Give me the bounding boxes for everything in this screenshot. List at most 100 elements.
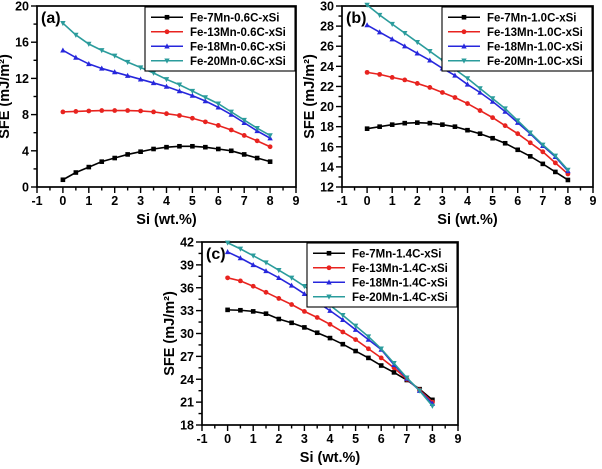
triangle-down-marker-icon xyxy=(163,77,170,83)
legend-label: Fe-13Mn-1.4C-xSi xyxy=(352,263,448,275)
y-tick-label: 24 xyxy=(180,373,194,387)
square-marker-icon xyxy=(565,177,571,183)
y-tick-label: 8 xyxy=(22,108,29,122)
legend-label: Fe-13Mn-1.0C-xSi xyxy=(487,27,583,39)
triangle-down-marker-icon xyxy=(150,70,157,76)
triangle-up-marker-icon xyxy=(452,72,458,78)
triangle-up-marker-icon xyxy=(215,104,221,110)
triangle-down-marker-icon xyxy=(340,313,346,319)
x-tick-label: 8 xyxy=(429,432,436,446)
triangle-down-marker-icon xyxy=(99,48,105,54)
circle-marker-icon xyxy=(515,131,521,137)
x-tick-label: -1 xyxy=(196,432,207,446)
circle-marker-icon xyxy=(73,109,79,114)
y-tick-label: 12 xyxy=(15,72,29,86)
circle-marker-icon xyxy=(353,337,358,342)
triangle-down-marker-icon xyxy=(86,41,92,47)
legend-label: Fe-20Mn-0.6C-xSi xyxy=(190,56,286,68)
y-tick-label: 0 xyxy=(22,181,29,195)
legend-triangle-down-icon xyxy=(461,58,467,64)
square-marker-icon xyxy=(112,155,117,161)
x-tick-label: 5 xyxy=(352,432,359,446)
triangle-down-marker-icon xyxy=(241,117,247,123)
square-marker-icon xyxy=(228,148,234,154)
triangle-up-marker-icon xyxy=(60,47,66,53)
circle-marker-icon xyxy=(151,109,156,115)
square-marker-icon xyxy=(340,341,346,347)
triangle-down-marker-icon xyxy=(112,53,118,59)
x-axis-label: Si (wt.%) xyxy=(437,212,498,228)
square-marker-icon xyxy=(314,330,320,336)
x-tick-label: 8 xyxy=(564,194,571,208)
circle-marker-icon xyxy=(202,119,208,125)
triangle-down-marker-icon xyxy=(224,240,231,246)
triangle-down-marker-icon xyxy=(250,253,256,259)
circle-marker-icon xyxy=(440,90,445,95)
y-tick-label: 18 xyxy=(180,419,194,433)
y-axis-label: SFE (mJ/m²) xyxy=(162,291,178,376)
circle-marker-icon xyxy=(112,108,118,113)
square-marker-icon xyxy=(553,169,558,175)
y-tick-label: 42 xyxy=(180,236,194,250)
triangle-down-marker-icon xyxy=(429,403,436,409)
triangle-up-marker-icon xyxy=(389,36,395,42)
circle-marker-icon xyxy=(289,302,294,307)
square-marker-icon xyxy=(527,154,533,159)
series-markers-Fe-7Mn-0.6C-xSi xyxy=(60,143,273,183)
legend-label: Fe-18Mn-1.0C-xSi xyxy=(487,41,583,53)
triangle-down-marker-icon xyxy=(267,133,273,139)
circle-marker-icon xyxy=(190,115,195,121)
circle-marker-icon xyxy=(427,85,433,90)
triangle-down-marker-icon xyxy=(189,88,196,94)
circle-marker-icon xyxy=(402,77,408,83)
circle-marker-icon xyxy=(241,133,247,138)
triangle-down-marker-icon xyxy=(365,334,372,340)
square-marker-icon xyxy=(427,120,433,126)
triangle-up-marker-icon xyxy=(376,29,383,35)
square-marker-icon xyxy=(267,159,273,164)
circle-marker-icon xyxy=(389,74,395,80)
triangle-up-marker-icon xyxy=(414,50,420,56)
triangle-down-marker-icon xyxy=(276,268,282,274)
circle-marker-icon xyxy=(540,149,546,155)
triangle-down-marker-icon xyxy=(540,142,546,148)
triangle-down-marker-icon xyxy=(378,346,384,352)
circle-marker-icon xyxy=(364,69,370,75)
triangle-down-marker-icon xyxy=(391,361,397,367)
square-marker-icon xyxy=(254,155,260,161)
square-marker-icon xyxy=(366,355,371,361)
triangle-down-marker-icon xyxy=(477,86,483,92)
triangle-down-marker-icon xyxy=(73,32,79,38)
circle-marker-icon xyxy=(477,108,483,113)
legend-label: Fe-7Mn-1.4C-xSi xyxy=(352,248,441,260)
circle-marker-icon xyxy=(327,321,333,327)
y-tick-label: 30 xyxy=(320,0,334,14)
triangle-up-marker-icon xyxy=(73,54,79,60)
y-tick-label: 14 xyxy=(320,160,334,174)
y-tick-label: 28 xyxy=(320,20,334,34)
square-marker-icon xyxy=(440,122,445,127)
plot-box xyxy=(36,5,297,188)
y-tick-label: 16 xyxy=(15,36,29,50)
square-marker-icon xyxy=(225,307,230,313)
legend-triangle-up-icon xyxy=(461,43,467,49)
circle-marker-icon xyxy=(99,108,105,113)
x-tick-label: 2 xyxy=(275,432,282,446)
x-tick-label: 3 xyxy=(439,194,446,208)
triangle-up-marker-icon xyxy=(224,249,231,255)
square-marker-icon xyxy=(276,316,282,322)
square-marker-icon xyxy=(415,120,420,125)
circle-marker-icon xyxy=(125,108,131,113)
triangle-down-marker-icon xyxy=(489,96,496,102)
square-marker-icon xyxy=(477,131,483,137)
triangle-down-marker-icon xyxy=(552,153,559,159)
square-marker-icon xyxy=(377,124,382,129)
x-tick-label: 7 xyxy=(403,432,410,446)
square-marker-icon xyxy=(250,309,256,314)
triangle-up-marker-icon xyxy=(99,65,105,71)
plot-box xyxy=(201,241,459,426)
triangle-down-marker-icon xyxy=(228,109,234,115)
triangle-down-marker-icon xyxy=(502,106,508,112)
